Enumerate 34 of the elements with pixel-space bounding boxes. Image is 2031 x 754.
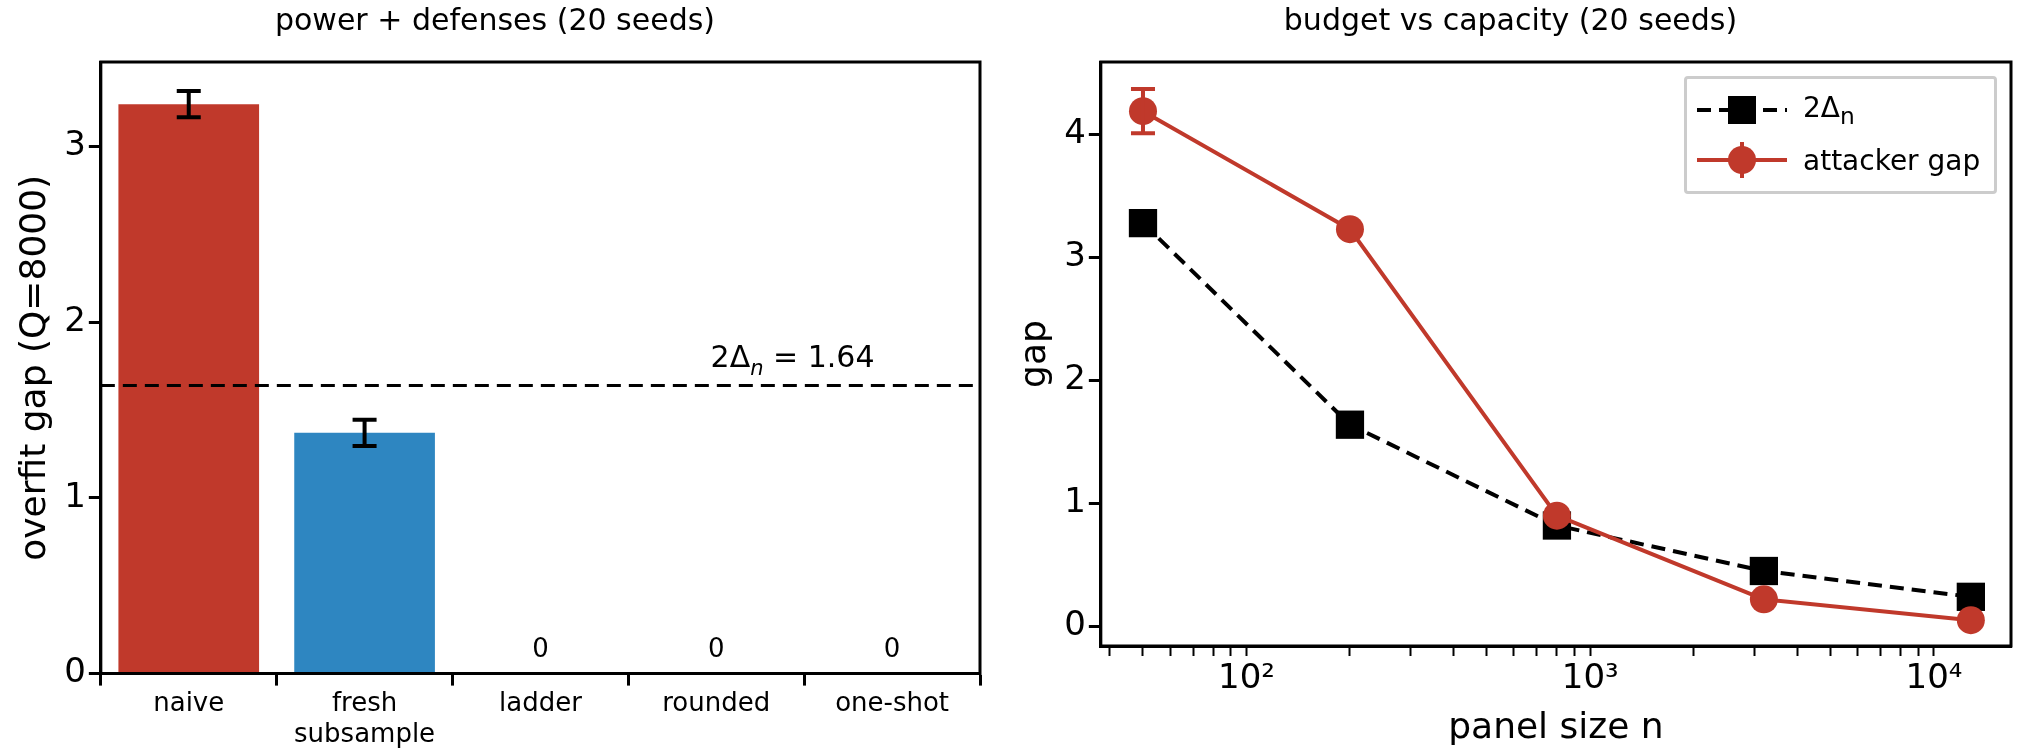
data-label: 0 — [532, 633, 549, 664]
y-axis-title: gap — [1011, 320, 1053, 388]
point — [1335, 215, 1364, 244]
chart-title: budget vs capacity (20 seeds) — [1283, 1, 1738, 37]
y-tick-label: 3 — [64, 123, 86, 164]
point — [1749, 556, 1779, 586]
x-tick-label: fresh subsample — [294, 686, 436, 749]
point — [1128, 208, 1158, 238]
y-tick-label: 1 — [64, 474, 86, 515]
x-tick-label: 10² — [1218, 656, 1275, 697]
point — [1335, 410, 1365, 439]
y-tick-label: 2 — [1064, 357, 1086, 398]
x-axis-title: panel size n — [1448, 704, 1664, 746]
y-tick-label: 1 — [1064, 480, 1086, 521]
x-tick-label: ladder — [498, 686, 583, 717]
x-tick-label: 10³ — [1561, 656, 1619, 697]
point — [1749, 585, 1778, 614]
x-tick-label: 10⁴ — [1905, 656, 1963, 697]
y-tick-label: 4 — [1064, 111, 1086, 152]
y-tick-label: 0 — [64, 650, 86, 691]
y-tick-label: 3 — [1064, 234, 1086, 275]
chart-title: power + defenses (20 seeds) — [274, 1, 716, 37]
y-axis-title: overfit gap (Q=8000) — [11, 174, 53, 561]
legend-label: 2Δ$_{n}$ — [1803, 90, 1855, 130]
y-tick-label: 2 — [64, 298, 86, 339]
x-tick-label: rounded — [662, 686, 771, 717]
y-tick-label: 0 — [1064, 603, 1086, 644]
x-tick-label: naive — [153, 686, 225, 717]
x-tick-label: one-shot — [835, 686, 950, 717]
point — [1542, 501, 1571, 530]
data-label: 0 — [707, 633, 725, 664]
legend-label: attacker gap — [1803, 143, 1981, 177]
point — [1956, 606, 1985, 635]
data-label: 0 — [883, 633, 901, 664]
